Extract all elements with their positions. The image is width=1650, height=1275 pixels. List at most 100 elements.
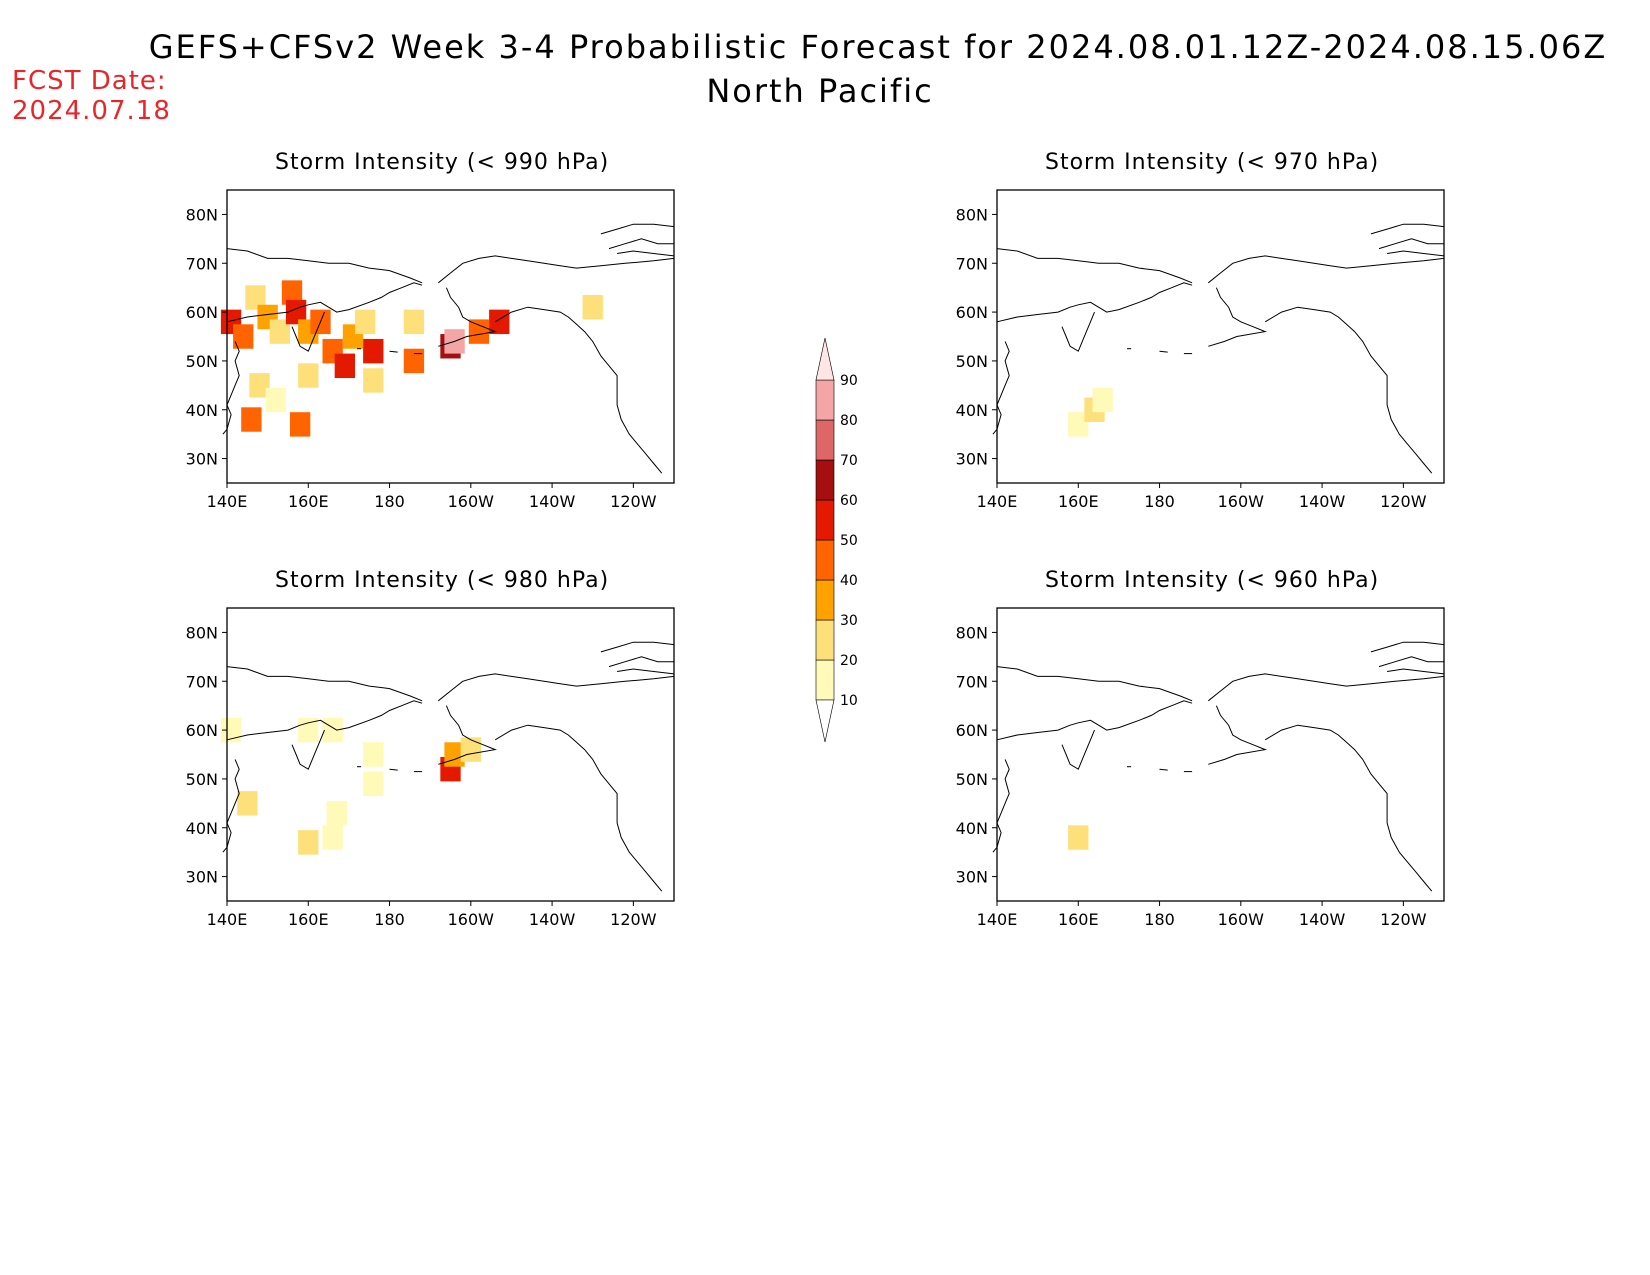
lon-tick-label: 120W: [610, 492, 657, 511]
coastline-segment: [608, 238, 674, 250]
lon-tick-label: 160W: [1218, 910, 1265, 929]
forecast-date-label: FCST Date:: [12, 66, 167, 96]
shading-cell: [322, 717, 343, 743]
lon-tick-label: 160E: [1058, 492, 1099, 511]
lat-tick-label: 70N: [956, 254, 988, 273]
colorbar-label: 70: [840, 453, 858, 469]
shading-cell: [1092, 387, 1113, 413]
map-frame: [996, 607, 1445, 902]
coastline-segment: [992, 759, 1010, 853]
coastline-segment: [1378, 656, 1444, 668]
coastline-segment: [1207, 673, 1445, 702]
coastline-segment: [617, 250, 675, 257]
region-subtitle: North Pacific: [706, 72, 934, 110]
lon-tick-label: 180: [1144, 910, 1175, 929]
lat-tick-label: 60N: [186, 303, 218, 322]
coastline-segment: [996, 248, 1193, 284]
lon-tick-label: 140E: [977, 492, 1018, 511]
probability-colorbar: 10 20 30 40 50 60 70 80 90: [815, 337, 858, 743]
colorbar-label: 90: [840, 373, 858, 389]
lon-tick-label: 160W: [1218, 492, 1265, 511]
lon-tick-label: 120W: [610, 910, 657, 929]
lat-tick-label: 60N: [956, 721, 988, 740]
shading-cell: [298, 830, 319, 855]
lat-tick-label: 30N: [186, 868, 218, 887]
lat-tick-label: 70N: [956, 672, 988, 691]
lat-tick-label: 50N: [186, 352, 218, 371]
lon-tick-label: 160W: [448, 910, 495, 929]
panel-title-990: Storm Intensity (< 990 hPa): [275, 150, 610, 175]
shading-cell: [241, 407, 262, 432]
colorbar-segment: [815, 379, 835, 421]
map-panel-990: 80N 70N 60N 50N 40N 30N 140E 160E 180 160W 140W 120…: [186, 189, 675, 511]
coastline-segment: [222, 341, 240, 435]
coastline-segment: [291, 311, 325, 352]
coastline-segment: [437, 255, 675, 284]
colorbar-label: 80: [840, 413, 858, 429]
colorbar-segment: [815, 419, 835, 461]
coastline-segment: [1387, 250, 1445, 257]
colorbar-segment: [815, 539, 835, 581]
probability-shading: [1068, 825, 1089, 850]
lon-tick-label: 120W: [1380, 492, 1427, 511]
shading-cell: [363, 368, 384, 393]
shading-cell: [363, 771, 384, 797]
coastline-segment: [1061, 311, 1095, 352]
coastline-segment: [1159, 350, 1168, 353]
coastline-segment: [438, 287, 498, 347]
shading-cell: [322, 825, 343, 850]
map-frame: [996, 189, 1445, 484]
lat-tick-label: 60N: [186, 721, 218, 740]
colorbar-label: 50: [840, 533, 858, 549]
lat-tick-label: 80N: [186, 205, 218, 224]
shading-cell: [403, 309, 425, 335]
lon-tick-label: 140W: [529, 910, 576, 929]
lon-tick-label: 180: [374, 910, 405, 929]
coastline-segment: [1061, 729, 1095, 770]
lat-tick-label: 30N: [186, 450, 218, 469]
lon-tick-label: 180: [374, 492, 405, 511]
shading-cell: [285, 299, 307, 325]
shading-cell: [281, 280, 303, 305]
lat-tick-label: 40N: [186, 401, 218, 420]
lat-tick-label: 40N: [956, 819, 988, 838]
lon-tick-label: 120W: [1380, 910, 1427, 929]
coastline-segment: [438, 705, 498, 765]
shading-cell: [265, 387, 286, 413]
coastline-segment: [1159, 768, 1168, 771]
lon-tick-label: 140W: [1299, 492, 1346, 511]
shading-cell: [403, 348, 425, 374]
lon-tick-label: 140W: [1299, 910, 1346, 929]
shading-cell: [289, 412, 311, 437]
coastlines: [222, 223, 675, 474]
coastline-segment: [389, 350, 398, 353]
coastline-segment: [1370, 641, 1445, 653]
colorbar-label: 20: [840, 653, 858, 669]
map-panel-960: 80N 70N 60N 50N 40N 30N 140E 160E 180 160W 140W 120…: [956, 607, 1445, 929]
coastline-segment: [494, 306, 663, 474]
colorbar-label: 60: [840, 493, 858, 509]
coastline-segment: [996, 700, 1193, 741]
lon-tick-label: 160E: [288, 910, 329, 929]
shading-cell: [582, 294, 603, 320]
lat-tick-label: 50N: [956, 352, 988, 371]
probability-shading: [220, 280, 603, 437]
colorbar-bottom-arrow: [815, 699, 835, 743]
probability-shading: [220, 717, 481, 855]
shading-cell: [489, 309, 510, 335]
coastline-segment: [996, 282, 1193, 323]
colorbar-segment: [815, 619, 835, 661]
shading-cell: [237, 791, 258, 816]
lat-tick-label: 80N: [956, 205, 988, 224]
lon-tick-label: 140E: [207, 492, 248, 511]
colorbar-segment: [815, 499, 835, 541]
shading-cell: [220, 717, 242, 743]
coastline-segment: [1370, 223, 1445, 235]
shading-cell: [245, 285, 266, 310]
coastlines: [992, 641, 1445, 892]
coastlines: [992, 223, 1445, 474]
shading-cell: [460, 737, 481, 762]
panel-title-970: Storm Intensity (< 970 hPa): [1045, 150, 1380, 175]
coastline-segment: [1207, 255, 1445, 284]
coastline-segment: [1208, 705, 1268, 765]
